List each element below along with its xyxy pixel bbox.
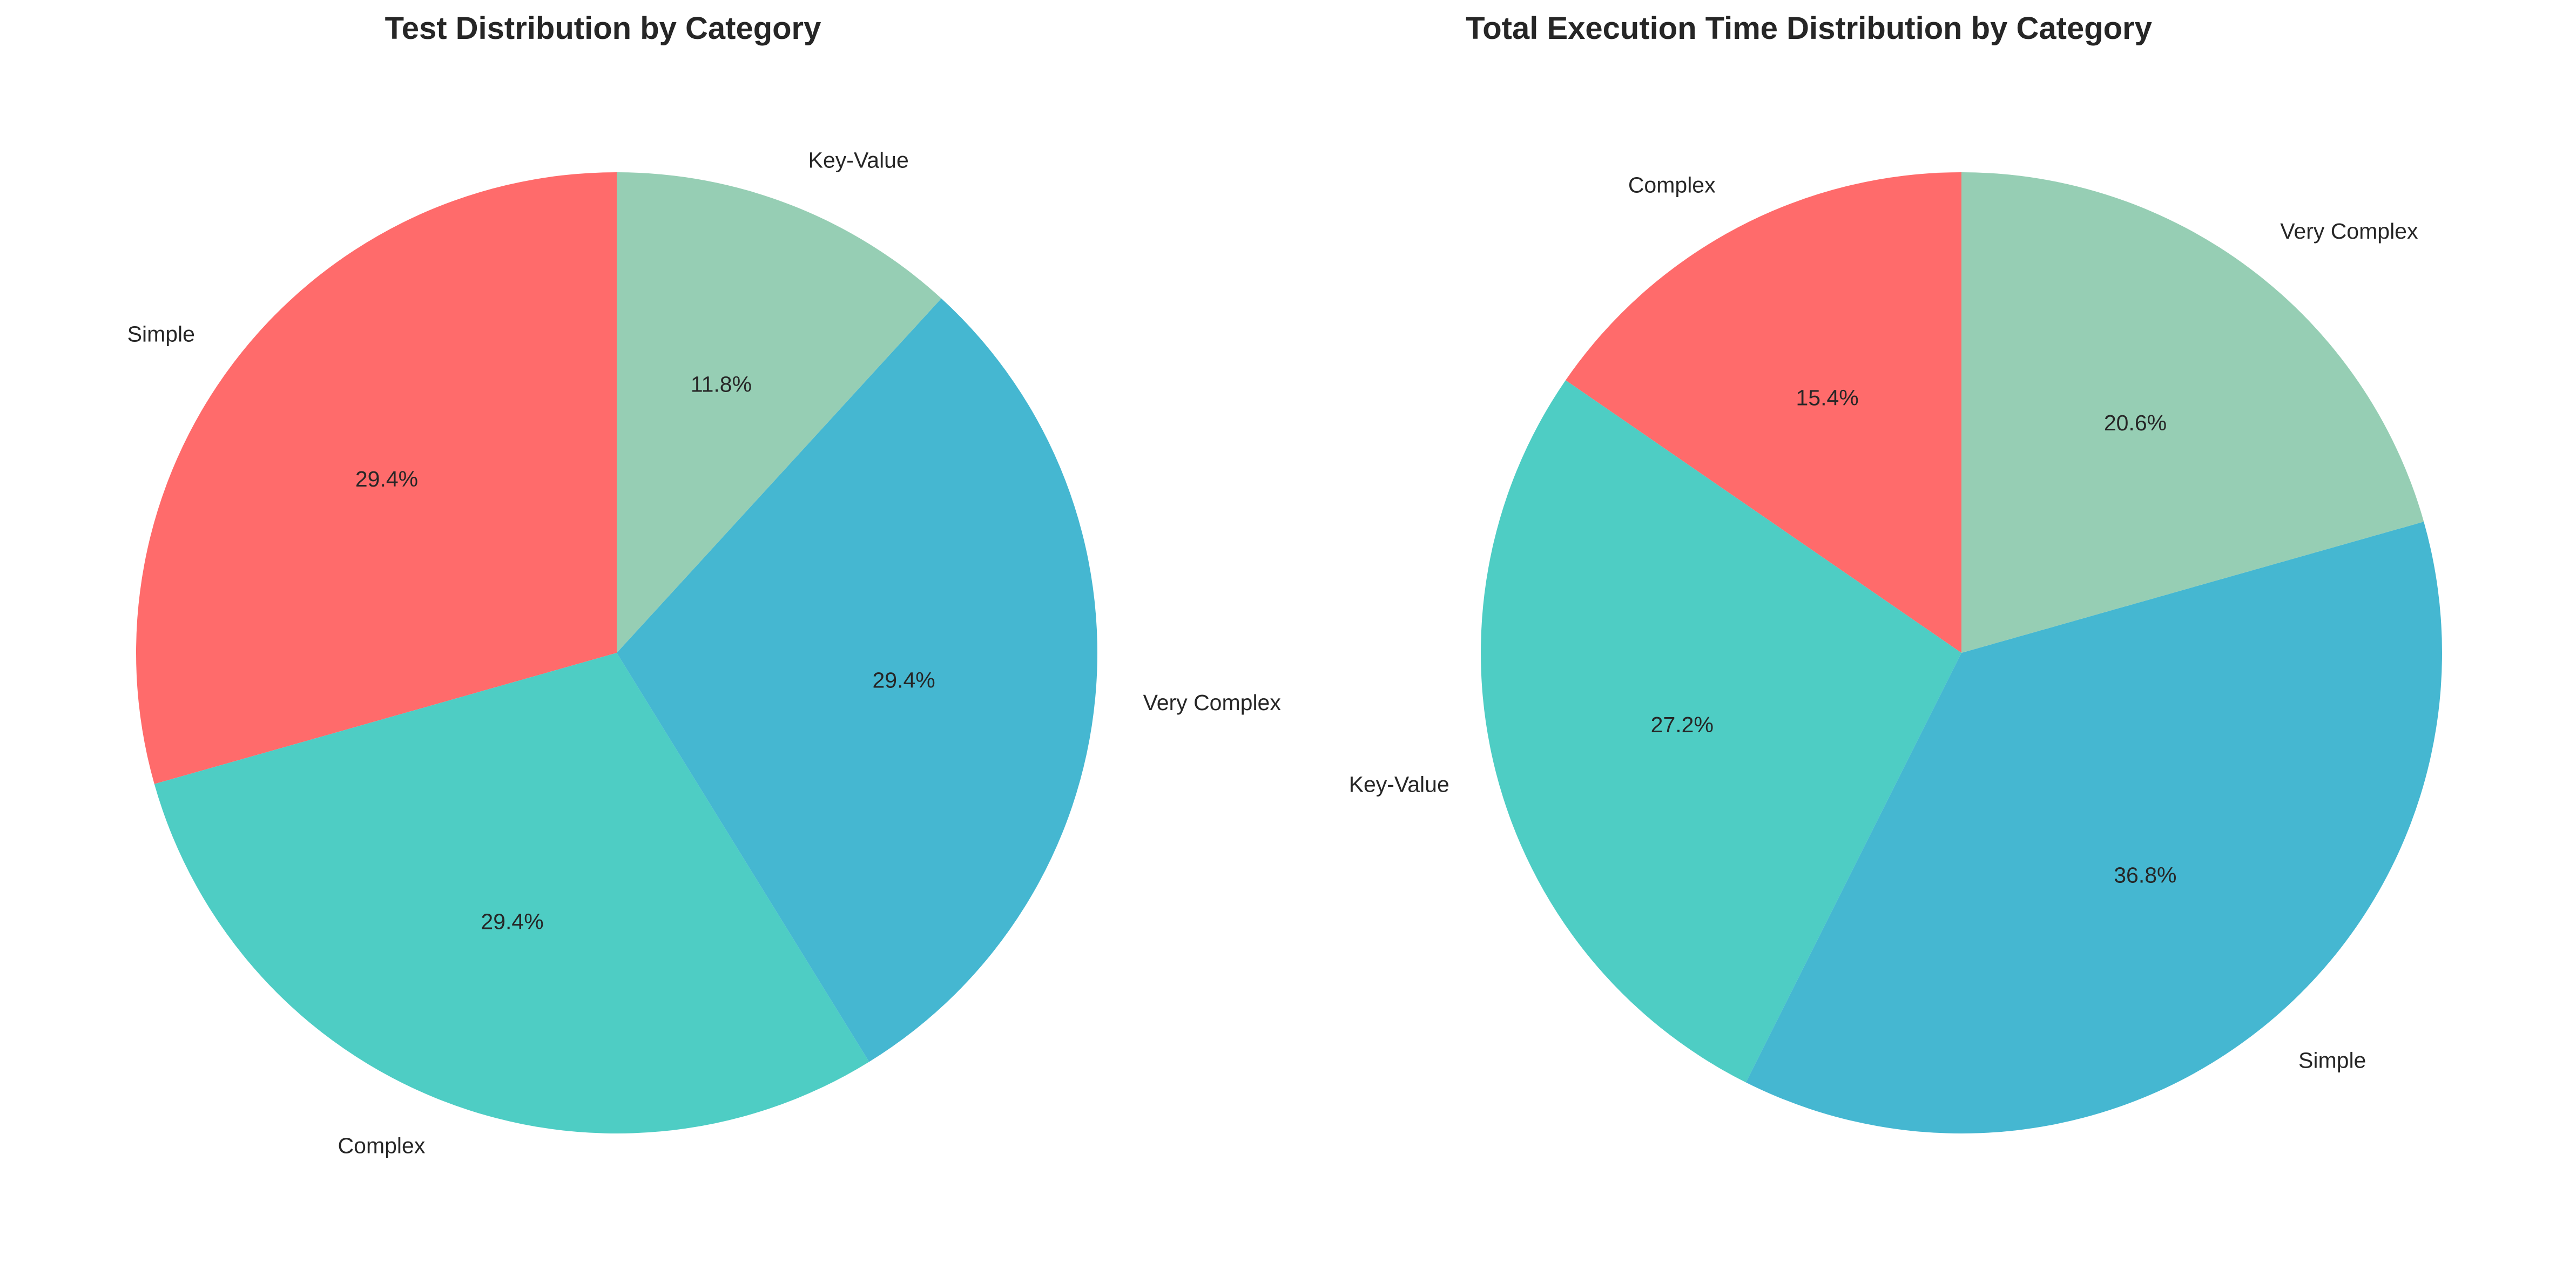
pie-slice-key-value — [617, 172, 942, 653]
test-distribution-pie: Simple 29.4% Complex 29.4% Very Complex 29.4%… — [127, 148, 1282, 1158]
percent-label-key-value: 11.8% — [691, 372, 752, 396]
pie-slice-very-complex — [1961, 172, 2424, 653]
percent-label-key-value: 27.2% — [1651, 712, 1714, 737]
percent-label-complex: 29.4% — [481, 909, 543, 934]
slice-label-simple: Simple — [2298, 1048, 2366, 1072]
slice-label-complex: Complex — [338, 1133, 426, 1158]
slice-label-key-value: Key-Value — [1349, 772, 1449, 796]
chart-title-test-distribution: Test Distribution by Category — [385, 11, 821, 46]
percent-label-very-complex: 29.4% — [872, 667, 935, 692]
test-distribution-panel: Test Distribution by Category Simple 29.4… — [127, 11, 1282, 1158]
slice-label-complex: Complex — [1628, 172, 1716, 197]
pie-slice-complex — [1566, 172, 1961, 653]
slice-label-very-complex: Very Complex — [2280, 219, 2418, 244]
execution-time-pie: Complex 15.4% Key-Value 27.2% Simple 36.8% Ver… — [1349, 172, 2442, 1134]
percent-label-simple: 29.4% — [355, 467, 418, 491]
pie-slice-key-value — [1481, 380, 1961, 1083]
pie-slice-very-complex — [617, 298, 1097, 1062]
percent-label-very-complex: 20.6% — [2104, 410, 2167, 435]
chart-title-execution-time: Total Execution Time Distribution by Cat… — [1466, 11, 2152, 46]
pie-slice-simple — [1745, 522, 2442, 1134]
execution-time-panel: Total Execution Time Distribution by Cat… — [1288, 0, 2576, 1269]
percent-label-complex: 15.4% — [1796, 385, 1858, 410]
slice-label-simple: Simple — [127, 322, 195, 347]
pie-slice-complex — [154, 653, 869, 1133]
percent-label-simple: 36.8% — [2114, 862, 2176, 887]
pie-slice-simple — [136, 172, 617, 784]
slice-label-very-complex: Very Complex — [1143, 690, 1282, 715]
slice-label-key-value: Key-Value — [808, 148, 909, 173]
